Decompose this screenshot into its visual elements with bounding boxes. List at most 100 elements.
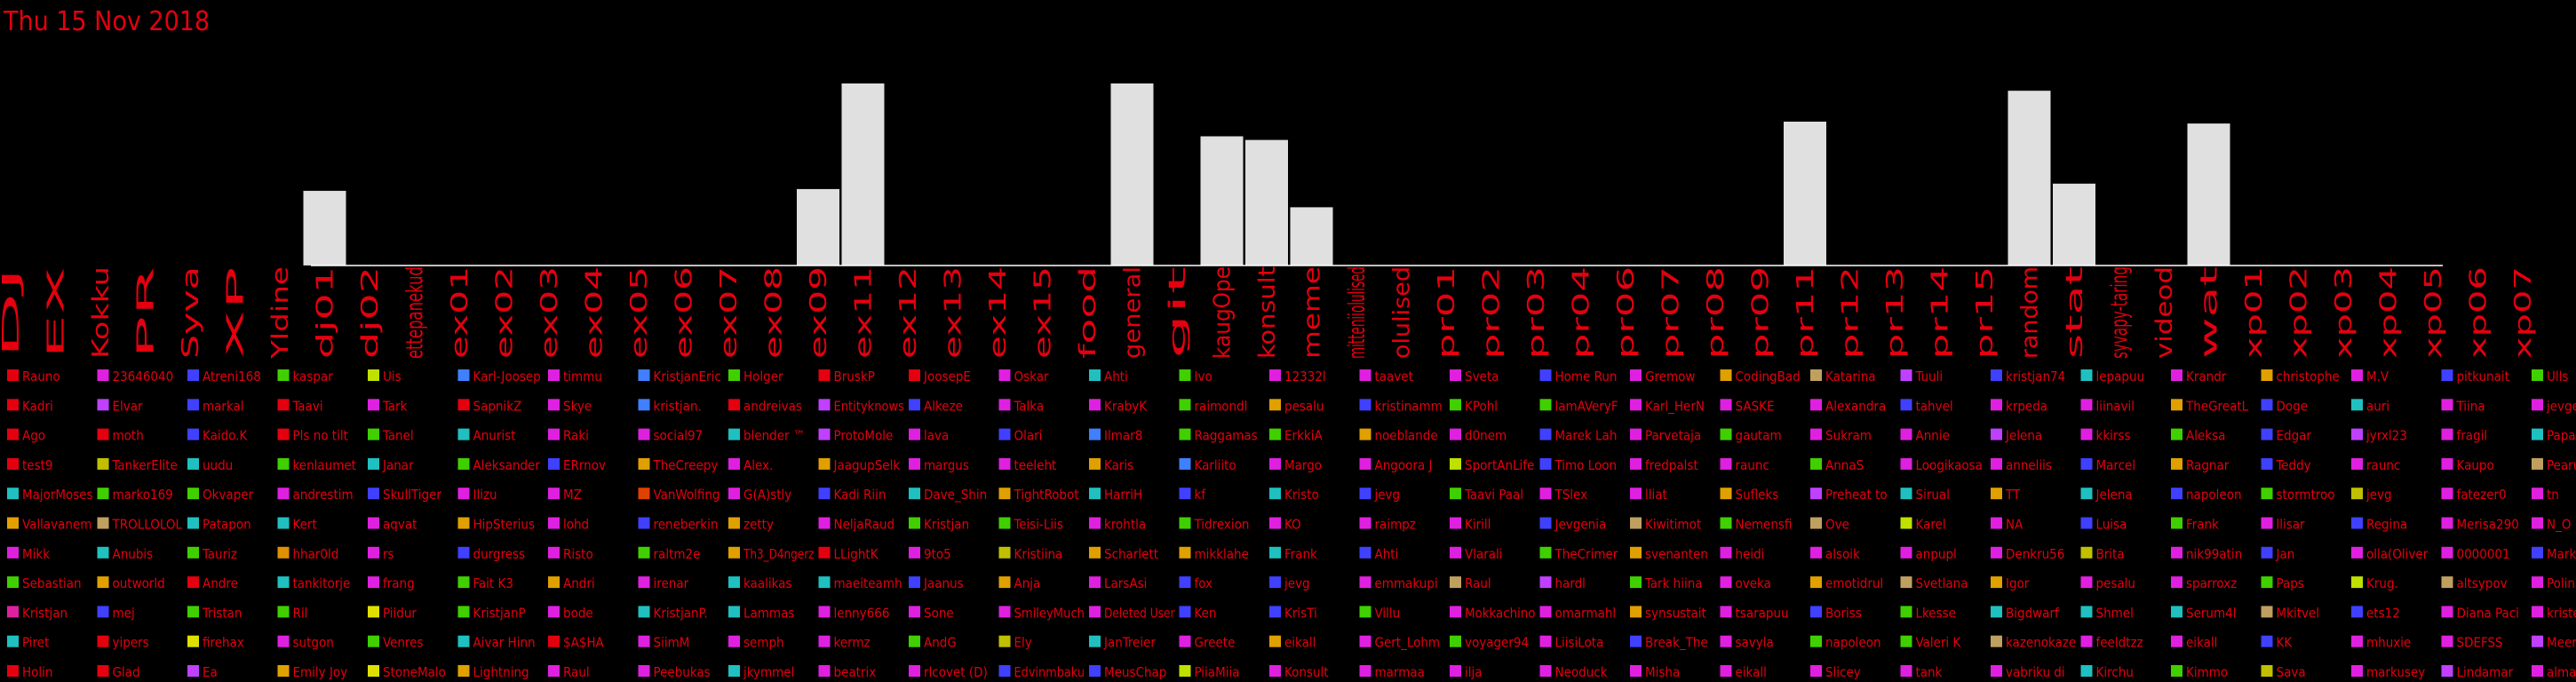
x-tick-label: pr12 [1838, 266, 1864, 359]
legend-swatch [1089, 576, 1101, 589]
legend-label: Edgar [2277, 428, 2312, 444]
legend-label: Pls no tilt [293, 428, 348, 444]
legend-label: hhar0ld [293, 546, 339, 562]
legend-swatch [1991, 488, 2002, 500]
legend-swatch [1179, 635, 1191, 647]
legend-label: Ove [1825, 517, 1849, 533]
legend-label: Lammas [743, 605, 794, 621]
legend-label: 9to5 [924, 546, 951, 562]
legend-label: 12332l [1284, 369, 1326, 385]
legend-swatch [1810, 635, 1822, 647]
legend-swatch [1539, 517, 1552, 529]
legend-swatch [1450, 665, 1461, 677]
legend-swatch [2261, 606, 2273, 618]
legend-swatch [2441, 517, 2453, 529]
legend-swatch [1269, 457, 1281, 470]
legend-swatch [728, 488, 740, 500]
legend-swatch [97, 576, 109, 589]
legend-swatch [1450, 457, 1461, 470]
legend-swatch [2441, 399, 2453, 411]
legend-swatch [1720, 369, 1732, 381]
x-tick-label: syvapy-taring [2107, 266, 2134, 359]
legend-label: emmakupi [1375, 575, 1438, 591]
legend-label: margus [924, 457, 969, 473]
legend-label: KK [2277, 635, 2294, 651]
legend-label: kristinamm [1375, 398, 1443, 414]
legend-swatch [1539, 635, 1552, 647]
legend-swatch [909, 428, 920, 440]
legend-swatch [277, 488, 290, 500]
legend-label: Ea [203, 664, 218, 680]
legend-swatch [1900, 488, 1912, 500]
legend-label: jevg [1284, 575, 1310, 591]
legend-swatch [1630, 428, 1642, 440]
legend-label: Holger [743, 369, 783, 385]
legend-swatch [638, 635, 650, 647]
legend-label: Uis [383, 369, 402, 385]
legend-label: auri [2366, 398, 2389, 414]
legend-label: omarmahl [1555, 605, 1617, 621]
legend-label: Teddy [2276, 457, 2311, 473]
legend-swatch [548, 399, 560, 411]
legend-swatch [2532, 399, 2543, 411]
legend-label: KristjanP. [654, 605, 708, 621]
legend-label: M.V [2366, 369, 2389, 385]
bar-random [2008, 91, 2051, 266]
legend-swatch [2441, 665, 2453, 677]
legend-label: TightRobot [1014, 487, 1079, 503]
legend-label: sparroxz [2186, 575, 2237, 591]
legend-label: Tiina [2456, 398, 2485, 414]
legend-swatch [457, 635, 470, 647]
x-tick-label: DJ [0, 266, 25, 359]
legend: Rauno Kadri Ago test9 MajorMoses Vallavanem Mi… [7, 369, 2576, 680]
legend-swatch [728, 399, 740, 411]
legend-swatch [2171, 665, 2182, 677]
legend-swatch [277, 635, 290, 647]
legend-swatch [1089, 399, 1101, 411]
legend-swatch [2351, 369, 2363, 381]
legend-label: raltm2e [654, 546, 701, 562]
legend-label: KristjanEric [654, 369, 721, 385]
legend-label: ilja [1465, 664, 1483, 680]
legend-swatch [2351, 576, 2363, 589]
legend-label: Ahti [1375, 546, 1399, 562]
legend-label: vabriku di [2006, 664, 2065, 680]
legend-swatch [1539, 399, 1552, 411]
legend-swatch [2532, 665, 2543, 677]
legend-swatch [1450, 428, 1461, 440]
legend-label: SportAnLife [1465, 457, 1534, 473]
legend-swatch [277, 517, 290, 529]
legend-swatch [1359, 369, 1371, 381]
legend-label: Pearu Pu [2547, 457, 2576, 473]
legend-swatch [1991, 428, 2002, 440]
legend-swatch [1810, 369, 1822, 381]
legend-label: Venres [383, 635, 423, 651]
legend-swatch [2351, 665, 2363, 677]
legend-swatch [2351, 546, 2363, 559]
x-tick-label: xp06 [2466, 266, 2493, 359]
x-tick-label: git [1165, 266, 1191, 359]
legend-swatch [1539, 428, 1552, 440]
legend-swatch [818, 606, 831, 618]
legend-swatch [1810, 428, 1822, 440]
legend-label: TSlex [1554, 487, 1588, 503]
legend-label: hardl [1555, 575, 1586, 591]
legend-swatch [7, 635, 19, 647]
x-tick-label: ex08 [761, 266, 788, 359]
legend-label: Ivo [1195, 369, 1212, 385]
legend-swatch [1359, 399, 1371, 411]
legend-label: Konsult [1284, 664, 1329, 680]
legend-swatch [1991, 546, 2002, 559]
legend-label: pitkunait [2457, 369, 2509, 385]
legend-swatch [187, 457, 199, 470]
legend-swatch [7, 369, 19, 381]
legend-label: Okvaper [203, 487, 254, 503]
legend-label: Raggamas [1195, 428, 1258, 444]
legend-label: tankitorje [293, 575, 351, 591]
x-tick-label: ex09 [806, 266, 832, 359]
x-tick-label: pr09 [1748, 266, 1775, 359]
legend-label: Marcel [2096, 457, 2136, 473]
legend-swatch [1179, 606, 1191, 618]
legend-label: eikall [2186, 635, 2217, 651]
legend-swatch [1720, 546, 1732, 559]
